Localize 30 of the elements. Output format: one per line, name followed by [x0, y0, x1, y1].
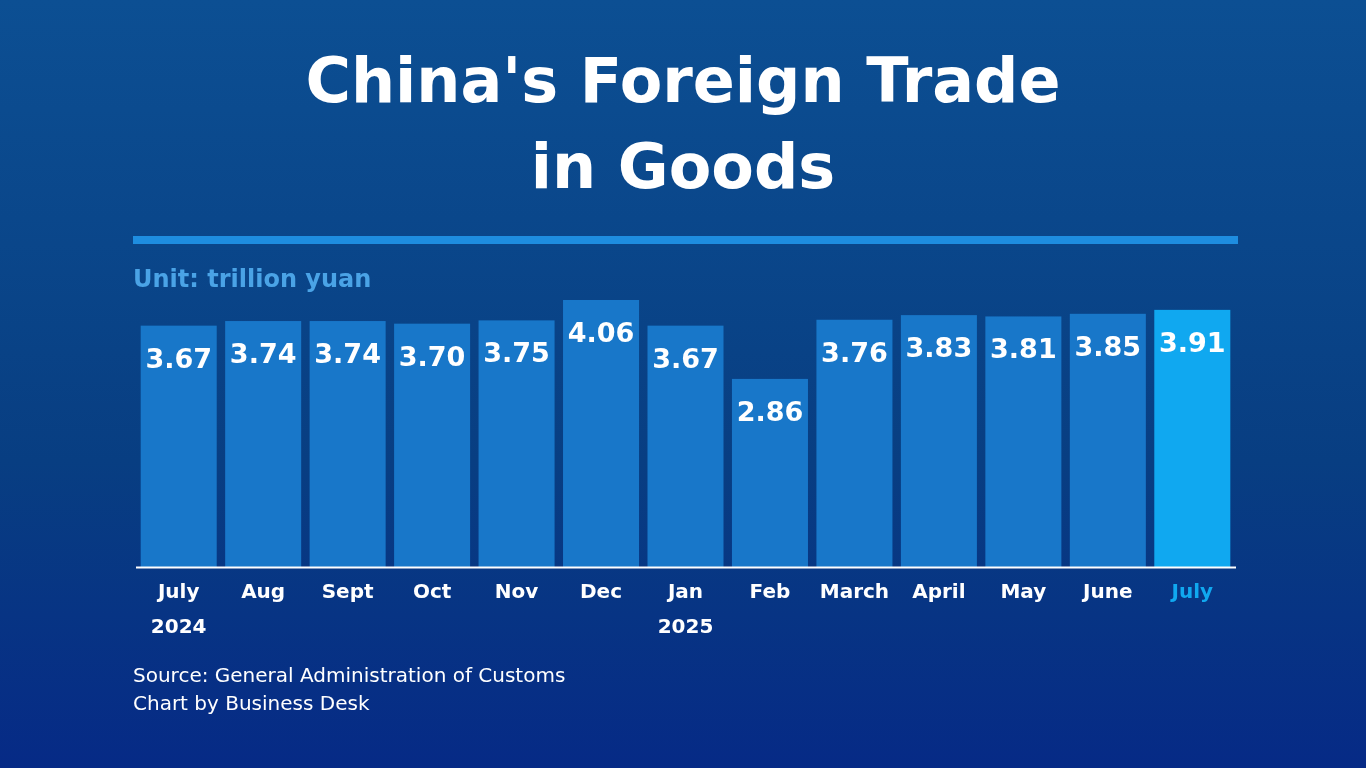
x-tick-label: Dec [580, 579, 623, 603]
text: Chart by Business Desk [133, 691, 370, 715]
data-label: 4.06 [567, 317, 635, 348]
source-note: Source: General Administration of Customs [133, 663, 566, 687]
data-label: 3.76 [821, 336, 888, 368]
data-label: 2.86 [736, 395, 804, 427]
data-label: 3.83 [905, 332, 973, 364]
data-label: 3.75 [483, 337, 550, 369]
x-tick-label: Jan 2025 [657, 579, 714, 638]
data-label: 3.81 [990, 333, 1057, 365]
data-label: 3.70 [398, 340, 466, 372]
x-tick-label: Nov [494, 579, 539, 603]
x-tick-label: Oct [412, 579, 452, 603]
data-label: 3.85 [1074, 330, 1142, 362]
x-tick-label: May [1000, 579, 1047, 603]
x-tick-label: Aug [241, 579, 286, 603]
data-label: 3.91 [1158, 326, 1226, 358]
data-label: 3.74 [314, 338, 381, 370]
x-tick-label: July 2024 [150, 579, 207, 638]
y-axis-title: Unit: trillion yuan [133, 265, 372, 293]
x-tick-label: March [819, 579, 890, 603]
x-tick-label: July [1169, 579, 1214, 603]
data-label: 3.67 [145, 342, 213, 374]
data-label: 3.74 [229, 338, 297, 370]
x-tick-label: June [1081, 579, 1133, 603]
x-tick-label: Feb [749, 579, 791, 603]
x-tick-label: April [912, 579, 966, 603]
x-tick-label: Sept [321, 579, 374, 603]
data-label: 3.67 [652, 342, 719, 374]
chart-title: China's Foreign Trade in Goods [305, 44, 1061, 203]
